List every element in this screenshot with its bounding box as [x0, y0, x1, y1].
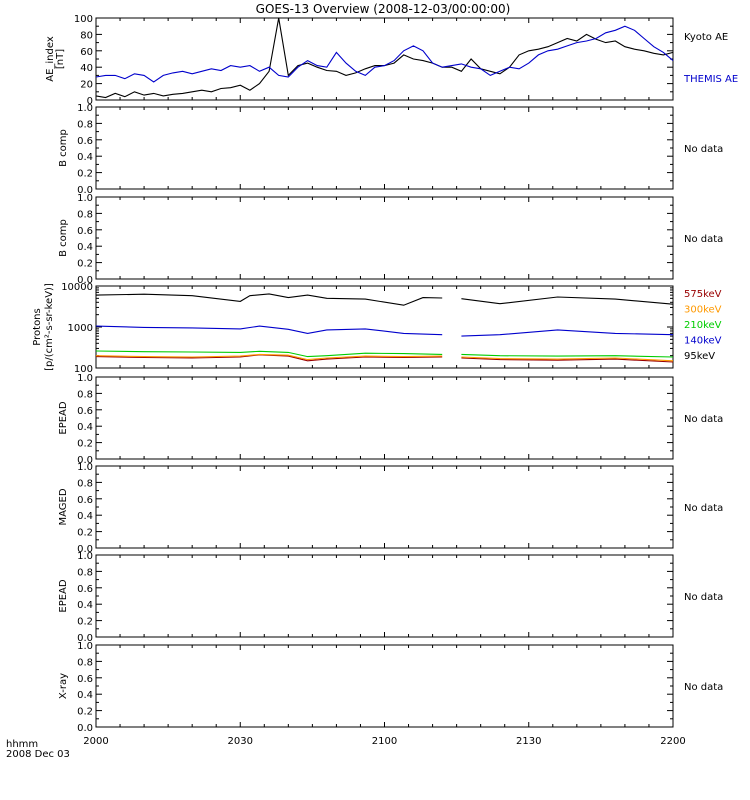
y-tick-label: 1.0 — [77, 103, 93, 114]
y-tick-label: 0.4 — [77, 511, 93, 522]
y-tick-label: 0.6 — [77, 495, 93, 506]
legend-themis-ae: THEMIS AE — [683, 74, 738, 85]
series-line-575kev — [461, 357, 674, 363]
y-axis-label: B comp — [58, 219, 69, 257]
y-tick-label: 40 — [80, 63, 93, 74]
y-axis-label-line2: [p/(cm²-s-sr-keV)] — [44, 283, 55, 371]
y-tick-label: 0.6 — [77, 584, 93, 595]
y-tick-label: 60 — [80, 47, 93, 58]
y-tick-label: 0.8 — [77, 657, 93, 668]
y-tick-label: 0.2 — [77, 617, 93, 628]
y-tick-label: 1.0 — [77, 193, 93, 204]
y-tick-label: 20 — [80, 80, 93, 91]
y-tick-label: 80 — [80, 30, 93, 41]
y-tick-label: 0.2 — [77, 707, 93, 718]
panels: 0 20 40 60 80 100 AE_index [nT] Kyoto AE THEMIS A… — [32, 14, 738, 747]
y-tick-label: 1.0 — [77, 551, 93, 562]
legend-575kev: 575keV — [684, 289, 722, 300]
series-line-themis-ae — [95, 25, 674, 83]
y-tick-label: 100 — [74, 364, 93, 375]
y-axis-label: EPEAD — [58, 401, 69, 435]
y-tick-label: 0.4 — [77, 242, 93, 253]
x-axis-corner-label-date: 2008 Dec 03 — [6, 749, 70, 760]
y-tick-label: 0.6 — [77, 674, 93, 685]
no-data-status: No data — [684, 503, 723, 514]
legend-140kev: 140keV — [684, 336, 722, 347]
y-tick-label: 0.8 — [77, 567, 93, 578]
series-line-140kev — [95, 325, 443, 336]
y-tick-label: 0.2 — [77, 169, 93, 180]
y-tick-label: 0.0 — [77, 455, 93, 466]
series-line-95kev — [461, 296, 674, 305]
x-tick-label: 2000 — [83, 736, 108, 747]
y-tick-label: 0.4 — [77, 690, 93, 701]
y-tick-label: 100 — [74, 14, 93, 25]
no-data-status: No data — [684, 414, 723, 425]
legend-300kev: 300keV — [684, 305, 722, 316]
y-tick-label: 1.0 — [77, 462, 93, 473]
x-tick-label: 2030 — [228, 736, 253, 747]
y-tick-label: 0.0 — [77, 544, 93, 555]
x-axis-corner-label-hhmm: hhmm — [6, 739, 38, 750]
y-tick-label: 0.6 — [77, 136, 93, 147]
series-line-210kev — [95, 350, 443, 358]
x-tick-label: 2200 — [660, 736, 685, 747]
y-tick-label: 0.4 — [77, 422, 93, 433]
series-line-140kev — [461, 329, 674, 337]
y-axis-label: X-ray — [58, 673, 69, 699]
y-tick-label: 0.0 — [77, 185, 93, 196]
y-axis-label-line2: [nT] — [55, 49, 66, 69]
y-axis-label: EPEAD — [58, 579, 69, 613]
series-line-95kev — [95, 293, 443, 306]
legend-210kev: 210keV — [684, 320, 722, 331]
y-tick-label: 0.2 — [77, 528, 93, 539]
y-tick-label: 0.8 — [77, 119, 93, 130]
y-axis-label-line1: Protons — [32, 308, 43, 345]
y-axis-label-line1: AE_index — [45, 36, 56, 82]
y-tick-label: 0.8 — [77, 478, 93, 489]
y-tick-label: 0.2 — [77, 259, 93, 270]
y-tick-label: 1.0 — [77, 373, 93, 384]
y-axis-label: B comp — [58, 129, 69, 167]
y-tick-label: 0.0 — [77, 723, 93, 734]
y-tick-label: 0.8 — [77, 389, 93, 400]
y-tick-label: 0.4 — [77, 600, 93, 611]
y-tick-label: 10000 — [61, 282, 93, 293]
y-tick-label: 0.2 — [77, 439, 93, 450]
no-data-status: No data — [684, 144, 723, 155]
figure-title: GOES-13 Overview (2008-12-03/00:00:00) — [256, 2, 511, 16]
y-tick-label: 0.8 — [77, 209, 93, 220]
y-tick-label: 1.0 — [77, 641, 93, 652]
series-line-210kev — [461, 353, 674, 358]
series-line-575kev — [95, 354, 443, 362]
series-line-300kev — [95, 353, 443, 361]
series-line-300kev — [461, 356, 674, 362]
no-data-status: No data — [684, 682, 723, 693]
x-tick-label: 2130 — [516, 736, 541, 747]
legend-95kev: 95keV — [684, 351, 715, 362]
y-tick-label: 0.4 — [77, 152, 93, 163]
y-tick-label: 0.6 — [77, 226, 93, 237]
legend-kyoto-ae: Kyoto AE — [684, 32, 728, 43]
y-tick-label: 0.0 — [77, 633, 93, 644]
no-data-status: No data — [684, 592, 723, 603]
y-tick-label: 0.0 — [77, 275, 93, 286]
y-tick-label: 1000 — [68, 323, 93, 334]
x-tick-label: 2100 — [372, 736, 397, 747]
y-tick-label: 0 — [87, 96, 93, 107]
y-tick-label: 0.6 — [77, 406, 93, 417]
no-data-status: No data — [684, 234, 723, 245]
y-axis-label: MAGED — [58, 488, 69, 525]
